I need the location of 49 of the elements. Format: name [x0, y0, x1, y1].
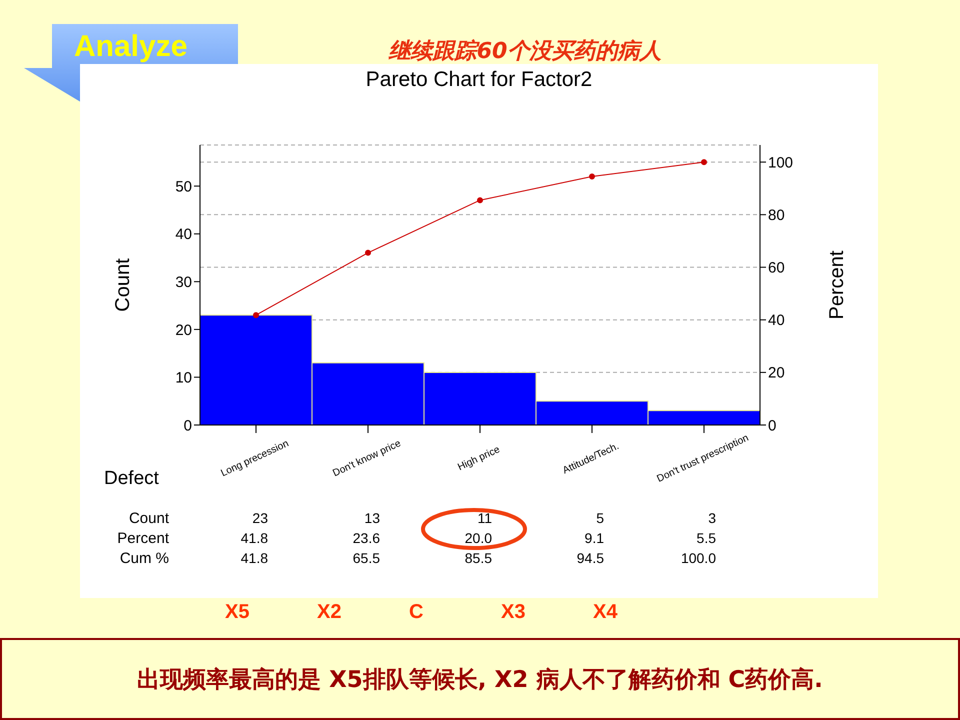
data-label: 11	[476, 510, 492, 526]
text: Analyze	[74, 30, 188, 64]
y-tick-label: 30	[175, 274, 192, 291]
data-label: 23	[251, 510, 268, 526]
data-label: 41.8	[240, 550, 268, 566]
y-tick-label: 20	[175, 322, 192, 339]
data-label: 85.5	[464, 550, 492, 566]
x-tick-label: Don't know price	[331, 438, 404, 480]
text: 5.5	[696, 530, 716, 546]
data-label: 5	[595, 510, 604, 526]
text: C	[409, 601, 424, 624]
text: Percent	[116, 530, 169, 547]
chart-title: Pareto Chart for Factor2	[364, 68, 594, 92]
text: X3	[501, 601, 526, 624]
y2-axis-title: Percent	[826, 250, 848, 320]
point	[253, 312, 259, 318]
y-tick-label: 40	[175, 226, 192, 244]
y2-tick-label: 80	[768, 206, 785, 224]
point	[477, 197, 483, 204]
text: X5	[225, 601, 250, 624]
text: 41.8	[240, 530, 268, 546]
text: Cum %	[118, 550, 169, 567]
x-tick-label: High price	[456, 444, 502, 474]
text: 出现频率最高的是 X5排队等候长, X2 病人不了解药价和 C药价高.	[0, 638, 960, 720]
point	[365, 250, 371, 256]
text: X2	[317, 601, 342, 624]
data-label: 94.5	[576, 550, 604, 566]
y2-tick-label: 20	[768, 364, 785, 382]
point	[701, 159, 707, 166]
text: Count	[128, 510, 169, 527]
text: X4	[593, 601, 618, 624]
x-axis-title: Defect	[104, 468, 159, 490]
data-label: 3	[707, 510, 716, 526]
point	[589, 174, 595, 180]
data-label: 100.0	[680, 550, 716, 566]
y2-tick-label: 60	[768, 260, 785, 277]
y-axis-title: Count	[112, 258, 134, 312]
text: 20.0	[464, 530, 492, 546]
data-label: 65.5	[352, 550, 380, 566]
y-tick-label: 10	[175, 370, 192, 387]
y2-tick-label: 40	[768, 312, 785, 330]
data-label: 13	[363, 510, 380, 526]
y2-tick-label: 0	[768, 417, 776, 434]
text: 9.1	[584, 530, 604, 546]
text: 23.6	[352, 530, 380, 546]
chart-subtitle: 继续跟踪60个没买药的病人	[330, 36, 720, 68]
y-tick-label: 0	[184, 417, 192, 434]
y2-tick-label: 100	[768, 154, 794, 172]
y-tick-label: 50	[175, 178, 192, 196]
